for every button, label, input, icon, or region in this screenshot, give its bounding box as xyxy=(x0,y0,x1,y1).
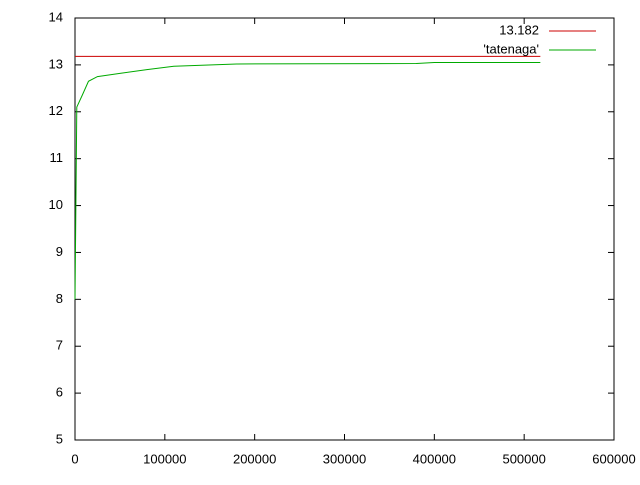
y-tick-label: 8 xyxy=(56,291,63,306)
y-tick-label: 11 xyxy=(50,150,64,165)
x-tick-label: 300000 xyxy=(323,451,366,466)
y-tick-label: 6 xyxy=(56,385,63,400)
y-tick-label: 5 xyxy=(56,431,63,446)
x-tick-label: 200000 xyxy=(233,451,276,466)
y-tick-label: 7 xyxy=(56,338,63,353)
y-tick-label: 14 xyxy=(49,9,63,24)
legend-label: 'tatenaga' xyxy=(483,41,539,56)
y-tick-label: 12 xyxy=(49,103,63,118)
line-series xyxy=(74,62,541,300)
plot-border xyxy=(74,17,615,441)
x-tick-label: 0 xyxy=(71,451,78,466)
legend-label: 13.182 xyxy=(499,22,539,37)
x-tick-label: 500000 xyxy=(502,451,545,466)
x-tick-label: 100000 xyxy=(143,451,186,466)
x-tick-label: 600000 xyxy=(592,451,635,466)
x-tick-label: 400000 xyxy=(413,451,456,466)
y-tick-label: 9 xyxy=(56,244,63,259)
y-tick-label: 13 xyxy=(49,56,63,71)
y-tick-label: 10 xyxy=(49,197,63,212)
